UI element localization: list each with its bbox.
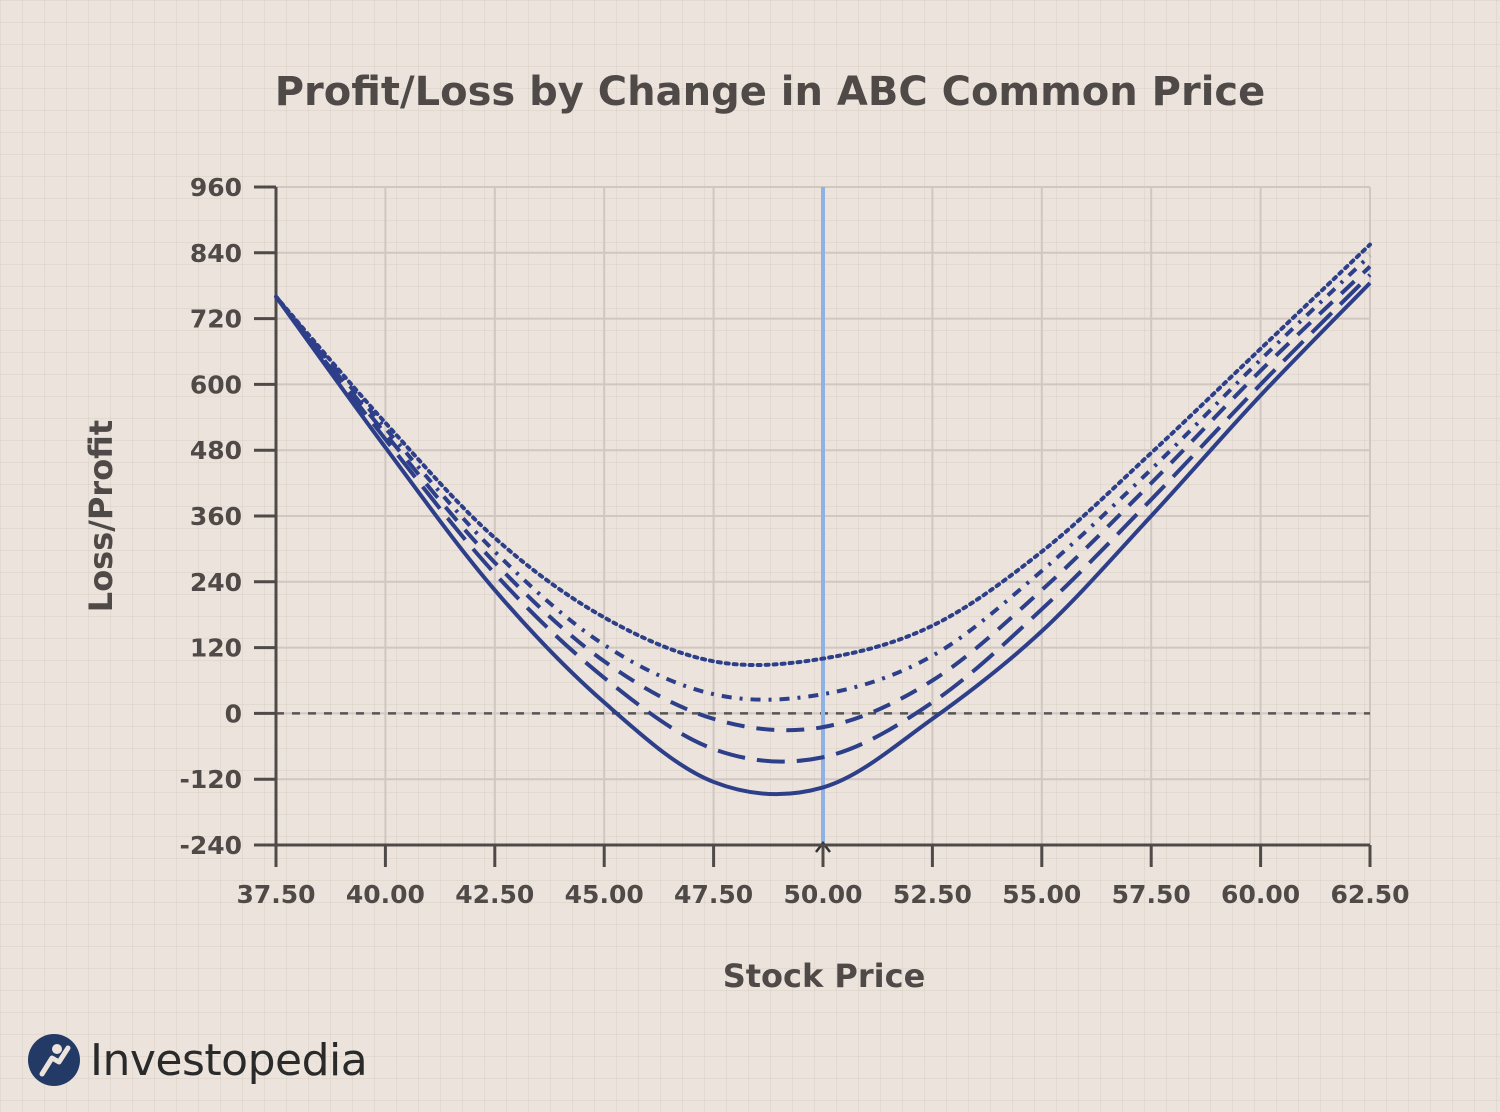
y-tick-label: 360 (190, 502, 242, 531)
reference-lines (276, 187, 1370, 853)
investopedia-logo-icon (28, 1034, 80, 1086)
x-tick-label: 60.00 (1221, 880, 1300, 909)
y-tick-label: 600 (190, 370, 242, 399)
y-axis-title: Loss/Profit (82, 420, 120, 612)
series-line-solid (274, 281, 1372, 797)
x-axis-title: Stock Price (723, 957, 926, 995)
tick-labels: 960 840 720 600 480 360 240 120 0 -120 -240 37.50 40… (179, 173, 1409, 909)
axes (254, 185, 1372, 867)
current-price-marker (815, 840, 831, 853)
series-line-long-dashed (274, 273, 1372, 764)
y-tick-label: -120 (179, 765, 242, 794)
y-tick-label: 720 (190, 305, 242, 334)
x-tick-label: 52.50 (893, 880, 972, 909)
series-line-dotted (274, 242, 1372, 668)
x-tick-label: 62.50 (1330, 880, 1409, 909)
logo-wordmark: Investopedia (90, 1034, 368, 1086)
x-tick-label: 47.50 (674, 880, 753, 909)
y-tick-label: 840 (190, 239, 242, 268)
y-tick-label: 0 (225, 699, 242, 728)
x-tick-label: 37.50 (236, 880, 315, 909)
investopedia-logo: Investopedia (28, 1030, 368, 1090)
y-tick-label: 240 (190, 568, 242, 597)
y-tick-label: 480 (190, 436, 242, 465)
chart-title: Profit/Loss by Change in ABC Common Pric… (275, 69, 1266, 115)
series-line-dashed (274, 265, 1372, 733)
x-tick-label: 57.50 (1112, 880, 1191, 909)
y-tick-label: 120 (190, 634, 242, 663)
y-tick-label: -240 (179, 831, 242, 860)
x-tick-label: 45.00 (565, 880, 644, 909)
series-line-dash-dot (274, 254, 1372, 702)
x-tick-label: 40.00 (346, 880, 425, 909)
x-tick-label: 42.50 (455, 880, 534, 909)
series-lines (274, 242, 1372, 797)
x-tick-label: 55.00 (1002, 880, 1081, 909)
y-tick-label: 960 (190, 173, 242, 202)
x-tick-label: 50.00 (783, 880, 862, 909)
